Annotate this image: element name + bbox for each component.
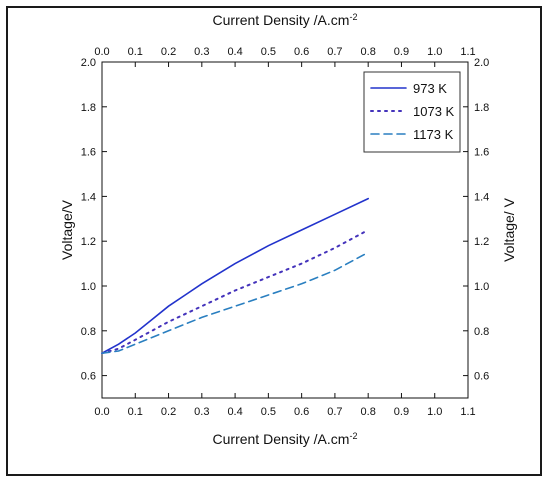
x-axis-title-top: Current Density /A.cm-2 [213, 12, 358, 28]
x-tick-label-bottom: 0.9 [394, 406, 409, 418]
y-axis-title-right: Voltage/ V [501, 197, 517, 261]
legend: 973 K 1073 K 1173 K [363, 71, 461, 153]
x-tick-label-top: 0.6 [294, 46, 309, 58]
y-tick-label-right: 0.8 [474, 326, 489, 338]
series-line-2 [101, 251, 370, 355]
x-tick-label-top: 0.1 [128, 46, 143, 58]
x-tick-label-top: 0.9 [394, 46, 409, 58]
x-tick-label-bottom: 0.4 [227, 406, 242, 418]
y-tick-label-right: 1.2 [474, 236, 489, 248]
x-tick-label-bottom: 0.6 [294, 406, 309, 418]
legend-label-0: 973 K [413, 81, 447, 96]
y-tick-label-left: 1.6 [81, 147, 96, 159]
y-axis-title-left: Voltage/V [59, 199, 75, 260]
x-tick-label-top: 0.4 [227, 46, 242, 58]
x-tick-label-bottom: 0.5 [261, 406, 276, 418]
axis-ticks: 0.0 0.0 0.1 0.1 0.2 0.2 0.3 0.3 0.4 0.4 0.5 0.5 0.6 0… [81, 46, 490, 418]
x-tick-label-top: 0.0 [94, 46, 109, 58]
legend-label-1: 1073 K [413, 104, 455, 119]
y-tick-label-left: 2.0 [81, 57, 96, 69]
x-tick-label-top: 0.8 [361, 46, 376, 58]
x-tick-label-bottom: 0.8 [361, 406, 376, 418]
y-tick-label-right: 2.0 [474, 57, 489, 69]
y-tick-label-right: 1.6 [474, 147, 489, 159]
x-tick-label-bottom: 0.3 [194, 406, 209, 418]
y-tick-label-left: 0.6 [81, 371, 96, 383]
x-tick-label-bottom: 0.2 [161, 406, 176, 418]
x-tick-label-bottom: 0.1 [128, 406, 143, 418]
x-tick-label-top: 1.1 [460, 46, 475, 58]
y-tick-label-left: 1.4 [81, 191, 96, 203]
y-tick-label-right: 1.0 [474, 281, 489, 293]
y-tick-label-right: 0.6 [474, 371, 489, 383]
plot-area [101, 61, 469, 399]
series-lines [101, 197, 370, 355]
y-tick-label-left: 1.8 [81, 102, 96, 114]
series-line-1 [101, 229, 370, 355]
x-tick-label-bottom: 1.1 [460, 406, 475, 418]
x-tick-label-bottom: 0.7 [327, 406, 342, 418]
x-tick-label-top: 0.7 [327, 46, 342, 58]
legend-label-2: 1173 K [413, 127, 454, 142]
x-tick-label-top: 0.2 [161, 46, 176, 58]
series-line-0 [101, 197, 370, 355]
y-tick-label-left: 0.8 [81, 326, 96, 338]
x-tick-label-top: 1.0 [427, 46, 442, 58]
y-tick-label-left: 1.2 [81, 236, 96, 248]
x-tick-label-top: 0.3 [194, 46, 209, 58]
polarization-chart: Current Density /A.cm-2 Current Density … [59, 12, 517, 447]
y-tick-label-left: 1.0 [81, 281, 96, 293]
figure-frame: Current Density /A.cm-2 Current Density … [6, 6, 542, 476]
x-axis-title-bottom: Current Density /A.cm-2 [213, 431, 358, 447]
y-tick-label-right: 1.8 [474, 102, 489, 114]
x-tick-label-top: 0.5 [261, 46, 276, 58]
x-tick-label-bottom: 0.0 [94, 406, 109, 418]
x-tick-label-bottom: 1.0 [427, 406, 442, 418]
y-tick-label-right: 1.4 [474, 191, 489, 203]
